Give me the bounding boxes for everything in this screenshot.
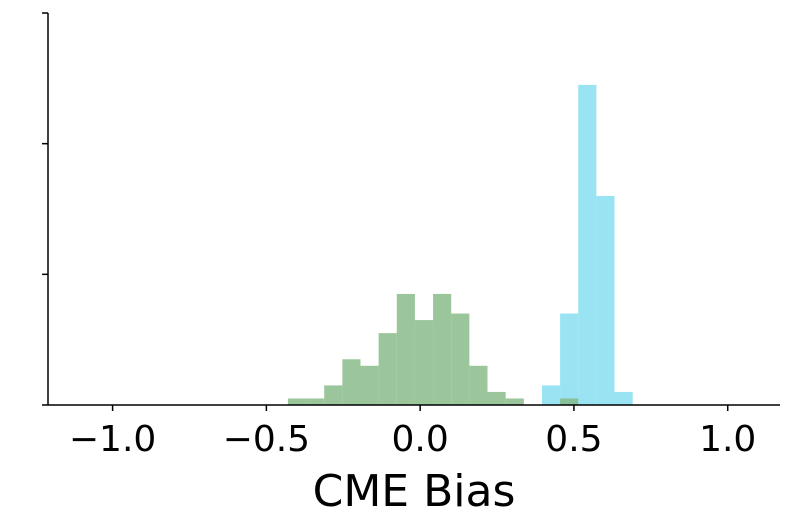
bar <box>396 293 415 405</box>
bar <box>414 320 434 405</box>
x-axis-label: CME Bias <box>313 466 516 517</box>
bar <box>433 293 452 405</box>
bar <box>578 84 597 405</box>
bar <box>487 391 506 405</box>
bar <box>560 398 579 405</box>
bar <box>596 195 615 405</box>
x-tick-label: −0.5 <box>223 419 310 460</box>
bar <box>378 333 397 405</box>
bar <box>451 313 470 405</box>
bar <box>541 385 561 405</box>
x-tick-label: 1.0 <box>699 419 756 460</box>
x-tick-label: 0.0 <box>392 419 449 460</box>
bar <box>469 365 488 405</box>
bar <box>342 359 361 405</box>
bar <box>505 398 524 405</box>
bar <box>287 398 307 405</box>
bar <box>614 391 633 405</box>
bar <box>324 385 343 405</box>
bar <box>306 398 325 405</box>
bar <box>560 313 579 405</box>
x-tick-label: 0.5 <box>545 419 602 460</box>
x-tick-label: −1.0 <box>69 419 156 460</box>
bar <box>360 365 379 405</box>
